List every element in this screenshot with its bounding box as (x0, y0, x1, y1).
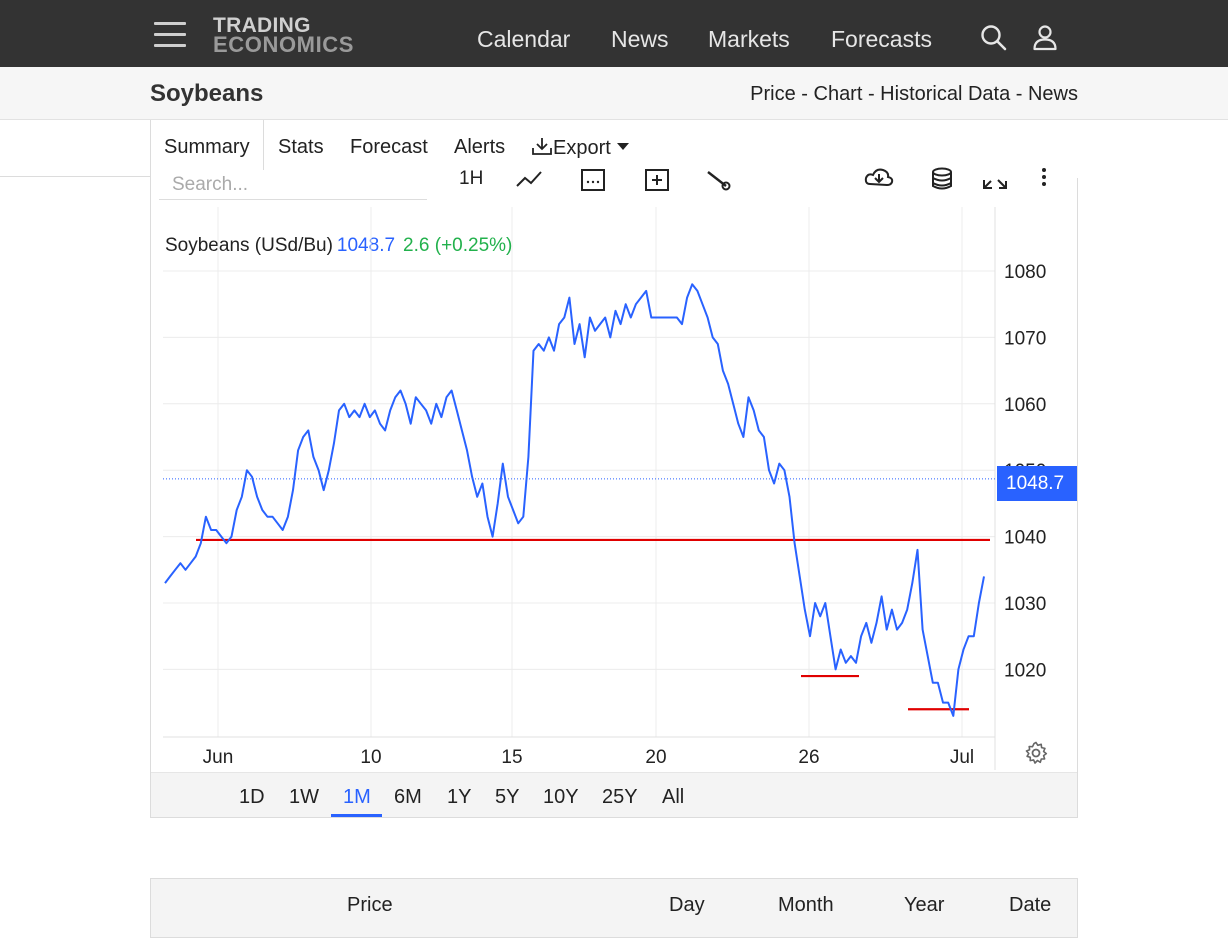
legend-price: 1048.7 (336, 235, 396, 256)
range-25y[interactable]: 25Y (602, 786, 638, 808)
nav-forecasts[interactable]: Forecasts (831, 26, 932, 52)
chart-legend: Soybeans (USd/Bu) 1048.7 2.6 (+0.25%) (165, 235, 512, 257)
x-tick-label: 15 (501, 747, 522, 768)
search-input[interactable] (159, 170, 427, 200)
col-year: Year (904, 894, 945, 916)
calendar-icon[interactable] (578, 166, 608, 192)
nav-calendar[interactable]: Calendar (477, 26, 571, 52)
x-tick-label: Jun (203, 747, 234, 768)
price-series-line (164, 283, 985, 717)
export-label: Export (553, 137, 611, 159)
database-icon[interactable] (928, 166, 958, 192)
range-5y[interactable]: 5Y (495, 786, 520, 808)
range-1w[interactable]: 1W (289, 786, 319, 808)
x-tick-label: 20 (645, 747, 666, 768)
tab-summary[interactable]: Summary (164, 136, 250, 158)
chart-annotations (196, 538, 990, 711)
x-tick-label: 26 (798, 747, 819, 768)
legend-change: 2.6 (+0.25%) (403, 235, 513, 256)
search-icon[interactable] (980, 24, 1008, 52)
legend-series-name: Soybeans (USd/Bu) (165, 235, 333, 256)
x-tick-label: 10 (360, 747, 381, 768)
chevron-down-icon (616, 143, 629, 150)
breadcrumb[interactable]: Price - Chart - Historical Data - News (750, 83, 1078, 105)
logo-line-1: TRADING (213, 14, 311, 37)
user-icon[interactable] (1032, 24, 1060, 52)
fullscreen-icon[interactable] (980, 166, 1010, 192)
nav-news[interactable]: News (611, 26, 669, 52)
current-price-tag: 1048.7 (997, 466, 1077, 501)
top-navigation-bar (0, 0, 1228, 67)
tab-summary-background (150, 120, 264, 178)
logo-line-2: ECONOMICS (213, 32, 355, 57)
chart-series (164, 283, 985, 717)
y-tick-label: 1060 (1004, 395, 1046, 416)
subheader-bar (0, 67, 1228, 120)
active-range-indicator (331, 814, 382, 817)
page-title: Soybeans (150, 80, 264, 107)
x-tick-label: Jul (950, 747, 974, 768)
tab-forecast[interactable]: Forecast (350, 136, 428, 158)
interval-selector[interactable]: 1H (459, 168, 484, 188)
range-6m[interactable]: 6M (394, 786, 422, 808)
range-1m[interactable]: 1M (343, 786, 371, 808)
y-tick-label: 1030 (1004, 594, 1046, 615)
download-icon (532, 138, 552, 155)
chart-type-icon[interactable] (515, 166, 545, 192)
chart-grid (163, 207, 996, 770)
hamburger-icon[interactable] (154, 22, 186, 48)
y-tick-label: 1070 (1004, 328, 1046, 349)
tab-export[interactable]: Export (531, 136, 629, 160)
tab-alerts[interactable]: Alerts (454, 136, 506, 158)
site-logo[interactable]: TRADING ECONOMICS (213, 14, 355, 57)
range-selector-bar (151, 772, 1077, 817)
tabs-divider (0, 176, 150, 177)
y-tick-label: 1080 (1004, 262, 1046, 283)
x-axis-labels: Jun 10 15 20 26 Jul (203, 747, 974, 768)
nav-markets[interactable]: Markets (708, 26, 790, 52)
y-tick-label: 1040 (1004, 528, 1046, 549)
chart-card (150, 178, 1078, 818)
range-1d[interactable]: 1D (239, 786, 265, 808)
col-day: Day (669, 894, 705, 916)
col-price: Price (347, 894, 393, 916)
y-tick-label: 1020 (1004, 660, 1046, 681)
add-indicator-icon[interactable] (642, 166, 672, 192)
draw-tool-icon[interactable] (704, 166, 734, 192)
more-options-icon[interactable] (1030, 166, 1060, 192)
gear-icon[interactable] (1024, 741, 1048, 765)
range-1y[interactable]: 1Y (447, 786, 472, 808)
range-10y[interactable]: 10Y (543, 786, 579, 808)
col-date: Date (1009, 894, 1052, 916)
range-all[interactable]: All (662, 786, 685, 808)
tab-stats[interactable]: Stats (278, 136, 324, 158)
col-month: Month (778, 894, 834, 916)
cloud-download-icon[interactable] (864, 166, 894, 192)
